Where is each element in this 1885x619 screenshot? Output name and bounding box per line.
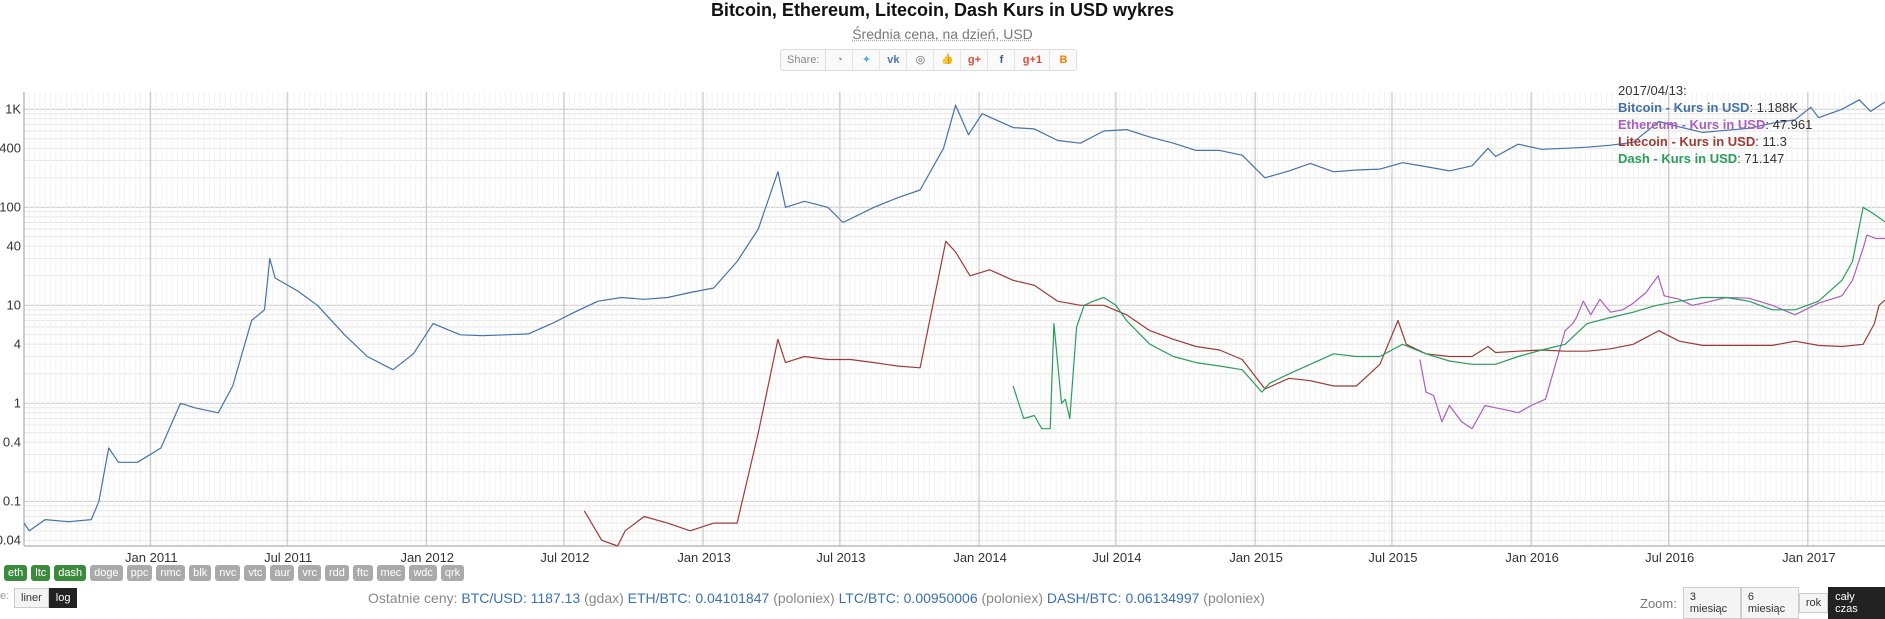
legend-name: Litecoin - Kurs in USD <box>1618 134 1756 149</box>
last-prices: Ostatnie ceny: BTC/USD: 1187.13 (gdax) E… <box>368 590 1265 606</box>
price-source: (poloniex) <box>1203 590 1265 606</box>
share-bar: Share: ◔ ✦ vk ◎ 👍 g+ f g+1 B <box>780 49 1078 71</box>
legend-value: : 47.961 <box>1765 117 1813 132</box>
price-source: (poloniex) <box>981 590 1043 606</box>
series-lines <box>23 99 1885 547</box>
legend-row-litecoin: Litecoin - Kurs in USD: 11.3 <box>1618 133 1812 150</box>
series-line[interactable] <box>23 99 1885 532</box>
legend-value: : 11.3 <box>1755 134 1787 149</box>
x-tick-label: Jan 2017 <box>1782 550 1836 562</box>
y-tick-label: 4 <box>14 336 21 351</box>
x-tick-label: Jul 2016 <box>1645 550 1694 562</box>
x-tick-label: Jan 2011 <box>125 550 178 562</box>
coin-toggle-wdc[interactable]: wdc <box>409 565 437 581</box>
price-btc-usd[interactable]: BTC/USD: 1187.13 <box>461 590 581 606</box>
weibo-icon[interactable]: ◎ <box>907 50 935 70</box>
price-dash-btc[interactable]: DASH/BTC: 0.06134997 <box>1046 590 1200 606</box>
legend-value: : 71.147 <box>1737 151 1785 166</box>
scale-prefix: e: <box>0 590 10 602</box>
zoom-3-month-button[interactable]: 3 miesiąc <box>1682 587 1741 619</box>
coin-toggle-dash[interactable]: dash <box>54 565 87 581</box>
y-tick-label: 0.04 <box>0 532 21 547</box>
zoom-year-button[interactable]: rok <box>1798 593 1829 613</box>
x-tick-label: Jan 2014 <box>953 550 1007 562</box>
facebook-icon[interactable]: f <box>988 50 1016 70</box>
series-line[interactable] <box>583 240 1885 547</box>
legend-name: Ethereum - Kurs in USD <box>1618 117 1766 132</box>
x-tick-label: Jan 2016 <box>1505 550 1559 562</box>
x-tick-label: Jul 2014 <box>1092 550 1141 562</box>
zoom-controls: Zoom: 3 miesiąc 6 miesiąc rok cały czas <box>1640 587 1885 619</box>
coin-toggle-vrc[interactable]: vrc <box>298 565 321 581</box>
coin-toggle-bar: eth ltc dash doge ppc nmc blk nvc vtc au… <box>4 565 465 581</box>
y-tick-label: 0.1 <box>3 493 21 508</box>
share-label: Share: <box>781 50 827 70</box>
legend-row-ethereum: Ethereum - Kurs in USD: 47.961 <box>1618 116 1812 133</box>
blogger-icon[interactable]: B <box>1059 54 1068 66</box>
y-tick-label: 10 <box>7 297 21 312</box>
y-tick-label: 40 <box>7 238 21 253</box>
like-icon[interactable]: 👍 <box>934 50 962 70</box>
x-axis: Jan 2011 Jul 2011 Jan 2012 Jul 2012 Jan 2013… <box>125 550 1836 562</box>
price-chart[interactable]: 1K 400 100 40 10 4 1 0.4 0.1 0.04 Jan 2011 Jul 201… <box>0 92 1885 562</box>
x-tick-label: Jul 2012 <box>540 550 589 562</box>
y-axis: 1K 400 100 40 10 4 1 0.4 0.1 0.04 <box>0 101 21 547</box>
x-tick-label: Jul 2015 <box>1368 550 1417 562</box>
series-line[interactable] <box>1012 206 1885 430</box>
last-prices-label: Ostatnie ceny: <box>368 590 458 606</box>
zoom-6-month-button[interactable]: 6 miesiąc <box>1740 587 1799 619</box>
x-tick-label: Jan 2012 <box>401 550 455 562</box>
price-source: (gdax) <box>584 590 624 606</box>
gplus-one-icon[interactable]: g+1 <box>1015 50 1051 70</box>
series-line[interactable] <box>1419 234 1885 430</box>
coin-toggle-blk[interactable]: blk <box>189 565 212 581</box>
y-tick-label: 0.4 <box>3 434 21 449</box>
zoom-all-time-button[interactable]: cały czas <box>1828 587 1885 619</box>
googleplus-icon[interactable]: g+ <box>961 50 989 70</box>
y-tick-label: 1 <box>14 395 21 410</box>
coin-toggle-doge[interactable]: doge <box>90 565 123 581</box>
scale-linear-button[interactable]: liner <box>14 588 49 608</box>
x-tick-label: Jul 2013 <box>816 550 865 562</box>
legend-row-dash: Dash - Kurs in USD: 71.147 <box>1618 150 1812 167</box>
reddit-icon[interactable]: ◔ <box>826 50 854 70</box>
zoom-label: Zoom: <box>1640 595 1677 611</box>
chart-subtitle: Średnia cena, na dzień, USD <box>852 26 1033 42</box>
tooltip-legend: 2017/04/13: Bitcoin - Kurs in USD: 1.188… <box>1618 82 1812 167</box>
twitter-icon[interactable]: ✦ <box>853 50 881 70</box>
vk-icon[interactable]: vk <box>880 50 908 70</box>
y-tick-label: 1K <box>5 101 21 116</box>
coin-toggle-ltc[interactable]: ltc <box>31 565 51 581</box>
x-tick-label: Jan 2013 <box>677 550 731 562</box>
scale-log-button[interactable]: log <box>48 588 78 608</box>
legend-date: 2017/04/13: <box>1618 83 1687 98</box>
coin-toggle-mec[interactable]: mec <box>376 565 406 581</box>
chart-title: Bitcoin, Ethereum, Litecoin, Dash Kurs i… <box>710 0 1175 20</box>
y-tick-label: 100 <box>0 199 21 214</box>
coin-toggle-nmc[interactable]: nmc <box>156 565 186 581</box>
chart-grid <box>23 92 1885 547</box>
price-source: (poloniex) <box>773 590 835 606</box>
coin-toggle-ppc[interactable]: ppc <box>126 565 153 581</box>
legend-name: Bitcoin - Kurs in USD <box>1618 100 1750 115</box>
x-tick-label: Jan 2015 <box>1229 550 1283 562</box>
coin-toggle-nvc[interactable]: nvc <box>215 565 241 581</box>
y-tick-label: 400 <box>0 140 21 155</box>
legend-row-bitcoin: Bitcoin - Kurs in USD: 1.188K <box>1618 99 1812 116</box>
coin-toggle-ftc[interactable]: ftc <box>352 565 373 581</box>
coin-toggle-eth[interactable]: eth <box>4 565 28 581</box>
coin-toggle-vtc[interactable]: vtc <box>244 565 267 581</box>
scale-toggle: liner log <box>14 588 78 608</box>
price-eth-btc[interactable]: ETH/BTC: 0.04101847 <box>627 590 770 606</box>
x-tick-label: Jul 2011 <box>264 550 312 562</box>
coin-toggle-aur[interactable]: aur <box>270 565 295 581</box>
coin-toggle-rdd[interactable]: rdd <box>325 565 349 581</box>
coin-toggle-qrk[interactable]: qrk <box>440 565 465 581</box>
legend-name: Dash - Kurs in USD <box>1618 151 1738 166</box>
legend-value: : 1.188K <box>1749 100 1798 115</box>
price-ltc-btc[interactable]: LTC/BTC: 0.00950006 <box>838 590 978 606</box>
